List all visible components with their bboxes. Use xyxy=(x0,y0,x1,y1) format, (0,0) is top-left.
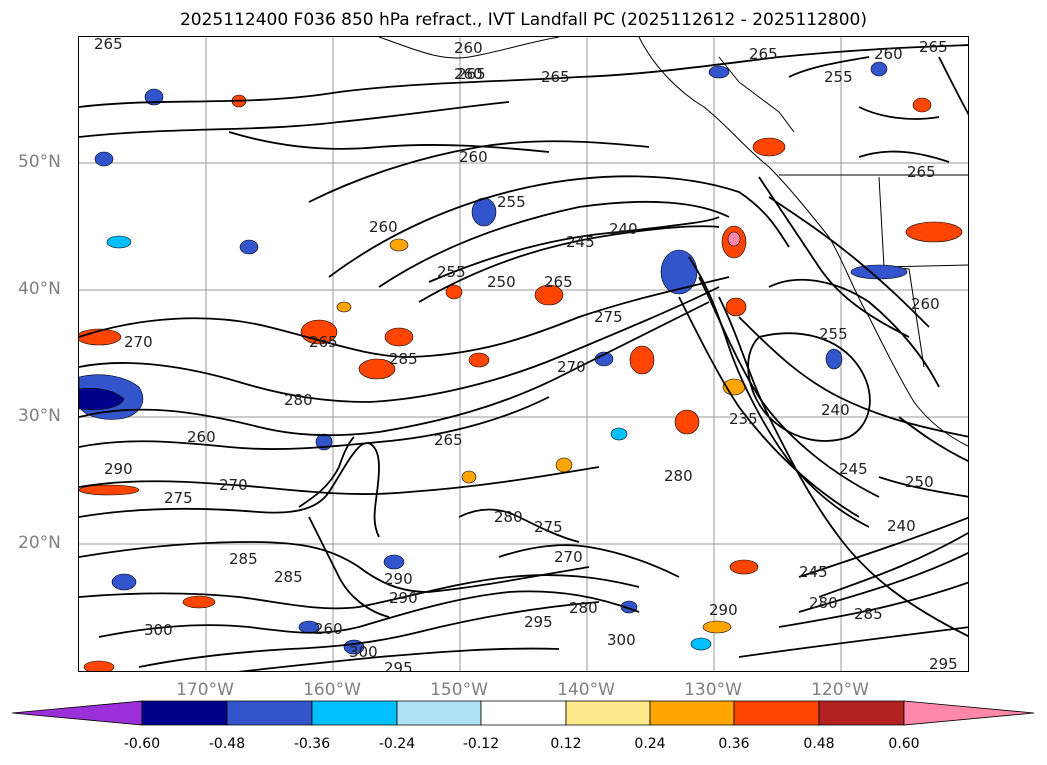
lon-label-130w: 130°W xyxy=(684,680,742,700)
contour-labels: 265 260 265 260 265 265 260 265 255 260 … xyxy=(94,37,958,672)
contour-label: 260 xyxy=(187,428,216,446)
colorbar-segment xyxy=(311,700,398,726)
contour-label: 260 xyxy=(454,39,483,57)
contour-label: 280 xyxy=(284,391,313,409)
map-canvas: 265 260 265 260 265 265 260 265 255 260 … xyxy=(79,37,968,672)
contour-label: 280 xyxy=(494,508,523,526)
contour-label: 260 xyxy=(454,65,483,83)
contour-label: 285 xyxy=(854,605,883,623)
contour-label: 270 xyxy=(219,476,248,494)
colorbar-tick: -0.24 xyxy=(378,736,416,752)
contour-label: 245 xyxy=(839,460,868,478)
contour-label: 265 xyxy=(309,333,338,351)
contour-label: 280 xyxy=(664,467,693,485)
contour-label: 265 xyxy=(749,45,778,63)
contour-label: 265 xyxy=(544,273,573,291)
contour-label: 290 xyxy=(384,570,413,588)
colorbar-tick: 0.12 xyxy=(550,736,582,752)
colorbar-tick: 0.24 xyxy=(634,736,666,752)
contour-label: 260 xyxy=(369,218,398,236)
contour-label: 300 xyxy=(144,621,173,639)
coastline xyxy=(378,37,968,447)
contour-label: 295 xyxy=(384,659,413,672)
lon-label-120w: 120°W xyxy=(811,680,869,700)
colorbar-tick: 0.48 xyxy=(803,736,835,752)
colorbar-segment xyxy=(141,700,228,726)
shading-negative xyxy=(79,61,908,655)
contour-label: 290 xyxy=(104,460,133,478)
contour-label: 255 xyxy=(497,193,526,211)
contour-label: 265 xyxy=(541,68,570,86)
map-title: 2025112400 F036 850 hPa refract., IVT La… xyxy=(179,10,867,30)
contour-label: 280 xyxy=(569,599,598,617)
contour-label: 270 xyxy=(124,333,153,351)
lat-label-40n: 40°N xyxy=(18,279,61,299)
contour-label: 265 xyxy=(457,65,486,83)
colorbar-segment xyxy=(565,700,651,726)
contour-label: 245 xyxy=(566,233,595,251)
contour-label: 260 xyxy=(314,620,343,638)
contour-label: 255 xyxy=(824,68,853,86)
colorbar-segment xyxy=(903,700,1035,726)
contour-label: 275 xyxy=(534,518,563,536)
contour-label: 285 xyxy=(389,350,418,368)
lon-label-140w: 140°W xyxy=(557,680,615,700)
contour-label: 250 xyxy=(905,473,934,491)
colorbar-segments xyxy=(11,700,1035,726)
map-panel: 265 260 265 260 265 265 260 265 255 260 … xyxy=(78,36,969,672)
lon-label-160w: 160°W xyxy=(303,680,361,700)
contour-label: 260 xyxy=(459,148,488,166)
colorbar xyxy=(11,700,1035,726)
contour-label: 265 xyxy=(434,431,463,449)
contour-label: 245 xyxy=(799,563,828,581)
contour-label: 265 xyxy=(94,37,123,53)
lon-label-170w: 170°W xyxy=(176,680,234,700)
colorbar-segment xyxy=(733,700,820,726)
contour-label: 250 xyxy=(487,273,516,291)
contour-label: 290 xyxy=(389,589,418,607)
colorbar-tick: 0.60 xyxy=(888,736,920,752)
contour-label: 270 xyxy=(557,358,586,376)
colorbar-segment xyxy=(396,700,482,726)
colorbar-segment xyxy=(480,700,567,726)
colorbar-tick: -0.48 xyxy=(208,736,246,752)
colorbar-segment xyxy=(226,700,313,726)
lon-label-150w: 150°W xyxy=(430,680,488,700)
contour-label: 295 xyxy=(524,613,553,631)
colorbar-tick: 0.36 xyxy=(718,736,750,752)
contour-label: 270 xyxy=(554,548,583,566)
contour-label: 265 xyxy=(907,163,936,181)
colorbar-tick: -0.36 xyxy=(293,736,331,752)
contour-lines xyxy=(79,44,968,671)
colorbar-segment xyxy=(818,700,905,726)
contour-label: 240 xyxy=(821,401,850,419)
contour-label: 300 xyxy=(349,643,378,661)
contour-label: 290 xyxy=(709,601,738,619)
colorbar-tick: -0.60 xyxy=(123,736,161,752)
contour-label: 260 xyxy=(911,295,940,313)
contour-label: 240 xyxy=(887,517,916,535)
contour-label: 275 xyxy=(164,489,193,507)
lat-label-20n: 20°N xyxy=(18,533,61,553)
colorbar-segment xyxy=(649,700,735,726)
contour-label: 295 xyxy=(929,655,958,672)
lat-label-50n: 50°N xyxy=(18,152,61,172)
contour-label: 265 xyxy=(919,38,948,56)
lat-label-30n: 30°N xyxy=(18,406,61,426)
contour-label: 255 xyxy=(819,325,848,343)
graticule xyxy=(79,37,968,671)
contour-label: 300 xyxy=(607,631,636,649)
contour-label: 285 xyxy=(274,568,303,586)
colorbar-tick: -0.12 xyxy=(462,736,500,752)
contour-label: 235 xyxy=(729,410,758,428)
contour-label: 255 xyxy=(437,263,466,281)
contour-label: 275 xyxy=(594,308,623,326)
contour-label: 280 xyxy=(809,594,838,612)
contour-label: 285 xyxy=(229,550,258,568)
contour-label: 240 xyxy=(609,220,638,238)
shading-positive xyxy=(79,94,963,671)
contour-label: 260 xyxy=(874,45,903,63)
colorbar-segment xyxy=(11,700,143,726)
